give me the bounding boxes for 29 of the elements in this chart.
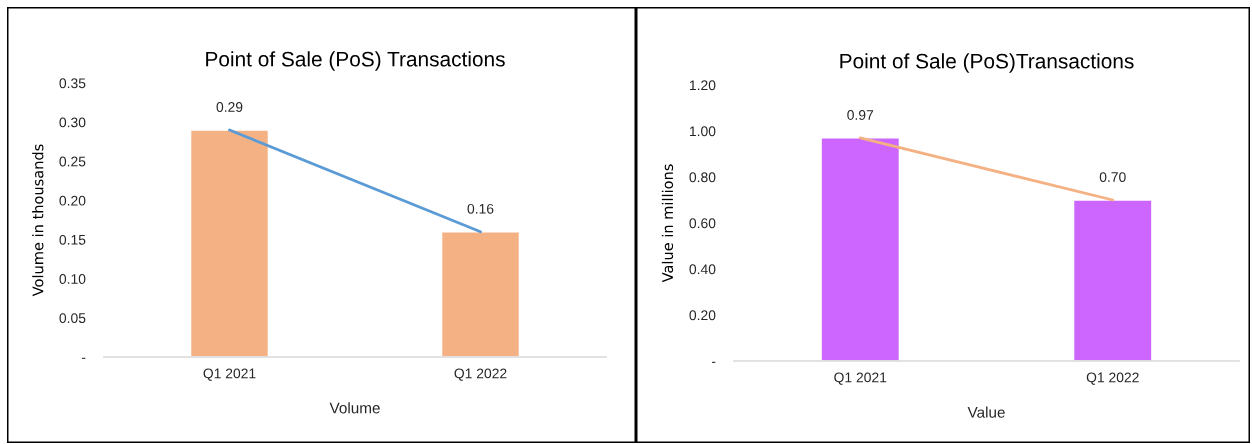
- data-label: 0.97: [847, 110, 874, 120]
- y-tick-label: 0.05: [59, 313, 86, 324]
- x-tick-label: Q1 2022: [454, 368, 507, 381]
- chart-title: Point of Sale (PoS) Transactions: [206, 51, 505, 71]
- x-tick-label: Q1 2022: [1086, 372, 1139, 385]
- y-axis-title: Volume in thousands: [32, 144, 44, 297]
- y-tick-label: 0.20: [59, 195, 86, 206]
- y-tick-label: 0.80: [689, 172, 716, 183]
- y-axis-title: Value in millions: [661, 164, 674, 283]
- y-tick-label: 0.60: [689, 218, 716, 229]
- data-label: 0.16: [467, 203, 494, 214]
- x-tick-label: Q1 2021: [834, 372, 887, 385]
- chart-title: Point of Sale (PoS)Transactions: [840, 53, 1134, 73]
- data-label: 0.70: [1099, 172, 1126, 182]
- y-tick-label: 0.25: [59, 156, 86, 167]
- y-tick-label: -: [711, 361, 716, 363]
- y-tick-label: 0.20: [689, 310, 716, 321]
- y-tick-label: 0.35: [59, 78, 86, 89]
- y-tick-label: 0.30: [59, 117, 86, 128]
- y-tick-label: -: [81, 357, 86, 359]
- data-label: 0.29: [216, 102, 243, 112]
- x-tick-label: Q1 2021: [203, 368, 256, 381]
- x-axis-title: Value: [967, 406, 1005, 418]
- x-axis-title: Volume: [329, 402, 380, 414]
- y-tick-label: 0.15: [59, 234, 86, 245]
- y-tick-label: 1.20: [689, 80, 716, 91]
- y-tick-label: 1.00: [689, 126, 716, 137]
- y-tick-label: 0.40: [689, 264, 716, 275]
- y-tick-label: 0.10: [59, 274, 86, 284]
